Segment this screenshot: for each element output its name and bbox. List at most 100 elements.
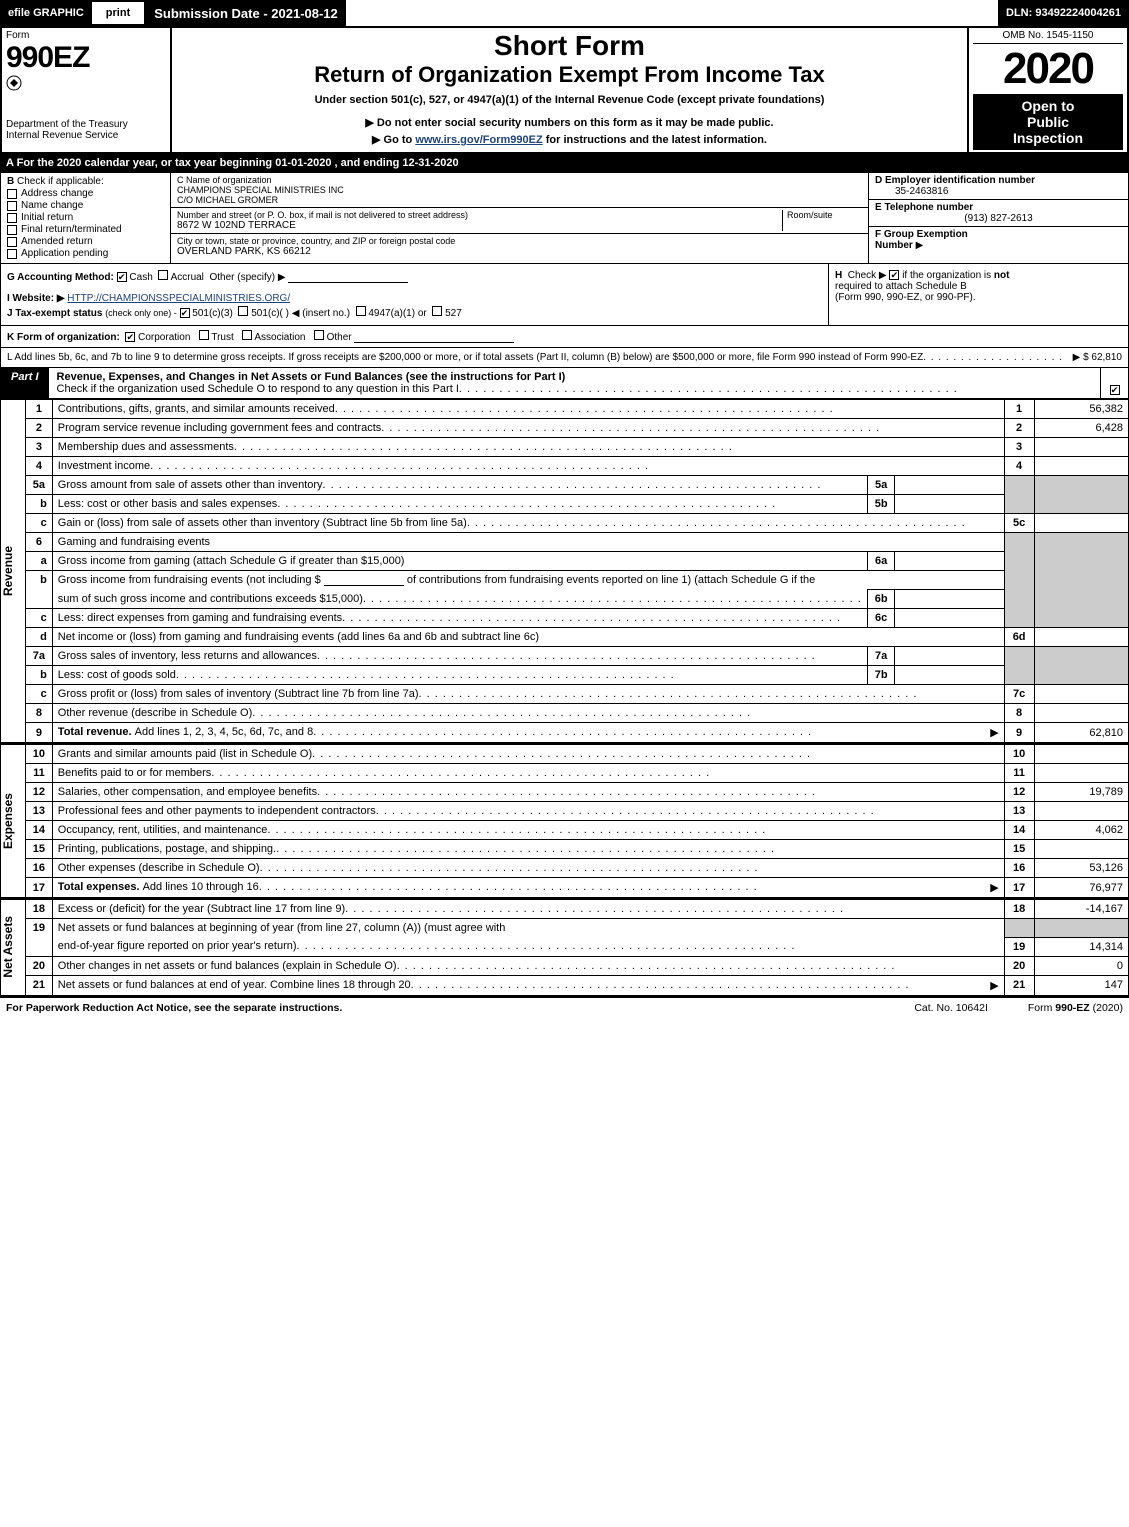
i-label: I Website: ▶ <box>7 293 65 304</box>
ln7a-num: 7a <box>26 647 53 666</box>
ln5b-sv <box>895 495 1004 514</box>
d-label: D Employer identification number <box>875 175 1122 186</box>
cb-amended-return[interactable]: Amended return <box>7 236 164 247</box>
j-527: 527 <box>445 308 462 319</box>
footer-center: Cat. No. 10642I <box>874 1002 1028 1014</box>
row-4: 4 Investment income 4 <box>1 457 1129 476</box>
ln7a-rn-shade <box>1004 647 1034 666</box>
ln5b-sn: 5b <box>867 495 895 514</box>
ln6c-dots <box>342 612 862 624</box>
ln6c-rn-shade <box>1004 609 1034 628</box>
cb-application-pending[interactable]: Application pending <box>7 248 164 259</box>
ln11-val <box>1034 764 1128 783</box>
ln1-desc: Contributions, gifts, grants, and simila… <box>58 403 335 415</box>
ln7b-rn-shade <box>1004 666 1034 685</box>
open-to-public-box: Open to Public Inspection <box>973 94 1123 150</box>
ln6b-blank[interactable] <box>324 574 404 586</box>
goto-link[interactable]: www.irs.gov/Form990EZ <box>415 134 542 146</box>
cb-cash[interactable] <box>117 272 127 282</box>
j-501c: 501(c)( ) ◀ (insert no.) <box>251 308 350 319</box>
row-19-1: 19 Net assets or fund balances at beginn… <box>1 919 1129 938</box>
cb-501c[interactable] <box>238 306 248 316</box>
ln2-dots <box>381 422 998 434</box>
ln18-desc: Excess or (deficit) for the year (Subtra… <box>58 903 345 915</box>
row-14: 14 Occupancy, rent, utilities, and maint… <box>1 821 1129 840</box>
ln6a-desc: Gross income from gaming (attach Schedul… <box>52 552 867 571</box>
ln18-num: 18 <box>26 899 53 919</box>
row-6c: c Less: direct expenses from gaming and … <box>1 609 1129 628</box>
ln19-dots <box>297 940 999 952</box>
ln6a-rn-shade <box>1004 552 1034 571</box>
ln19-d2: end-of-year figure reported on prior yea… <box>58 940 297 952</box>
ln11-dots <box>211 767 998 779</box>
row-7a: 7a Gross sales of inventory, less return… <box>1 647 1129 666</box>
cb-assoc[interactable] <box>242 330 252 340</box>
k-other-blank[interactable] <box>354 331 514 343</box>
cb-other-org[interactable] <box>314 330 324 340</box>
ln21-num: 21 <box>26 975 53 996</box>
ein-value: 35-2463816 <box>875 186 1122 197</box>
ln6b2-val-shade <box>1034 590 1128 609</box>
b-head: Check if applicable: <box>17 176 104 187</box>
goto-line: ▶ Go to www.irs.gov/Form990EZ for instru… <box>176 133 963 146</box>
website-link[interactable]: HTTP://CHAMPIONSSPECIALMINISTRIES.ORG/ <box>67 293 290 304</box>
ln11-num: 11 <box>26 764 53 783</box>
cb-4947[interactable] <box>356 306 366 316</box>
ln9-val: 62,810 <box>1034 723 1128 744</box>
cb-schedule-o-part1[interactable] <box>1110 385 1120 395</box>
ln4-dots <box>150 460 999 472</box>
row-5b: b Less: cost or other basis and sales ex… <box>1 495 1129 514</box>
ln7a-sn: 7a <box>867 647 895 666</box>
section-b: B Check if applicable: Address change Na… <box>1 173 171 263</box>
ln19-val: 14,314 <box>1034 937 1128 956</box>
l-dots <box>923 352 1066 363</box>
ln12-num: 12 <box>26 783 53 802</box>
omb-number: OMB No. 1545-1150 <box>973 30 1123 44</box>
c-city-label: City or town, state or province, country… <box>177 236 862 246</box>
h-t2: if the organization is <box>902 270 994 281</box>
cb-501c3[interactable] <box>180 308 190 318</box>
ln7a-dots <box>317 650 862 662</box>
ln6b-num: b <box>26 571 53 590</box>
cb-initial-return[interactable]: Initial return <box>7 212 164 223</box>
ln18-rn: 18 <box>1004 899 1034 919</box>
k-label: K Form of organization: <box>7 332 120 343</box>
ln3-rn: 3 <box>1004 438 1034 457</box>
ln6d-desc: Net income or (loss) from gaming and fun… <box>52 628 1004 647</box>
ln6a-num: a <box>26 552 53 571</box>
ln6-val-shade <box>1034 533 1128 552</box>
cb-address-change[interactable]: Address change <box>7 188 164 199</box>
ln7b-sv <box>895 666 1004 685</box>
open-line-2: Public <box>975 114 1121 130</box>
ln7c-rn: 7c <box>1004 685 1034 704</box>
cb-corp[interactable] <box>125 332 135 342</box>
cb-name-change[interactable]: Name change <box>7 200 164 211</box>
print-button[interactable]: print <box>92 0 146 26</box>
cb-final-return[interactable]: Final return/terminated <box>7 224 164 235</box>
cb-h[interactable] <box>889 270 899 280</box>
ln21-desc: Net assets or fund balances at end of ye… <box>58 979 411 992</box>
g-other-blank[interactable] <box>288 271 408 283</box>
ln14-dots <box>267 824 998 836</box>
efile-graphic-label: efile GRAPHIC <box>0 0 92 26</box>
h-t4: (Form 990, 990-EZ, or 990-PF). <box>835 292 976 303</box>
ghij-left: G Accounting Method: Cash Accrual Other … <box>1 264 828 325</box>
j-suffix: (check only one) - <box>105 308 177 318</box>
ln15-num: 15 <box>26 840 53 859</box>
row-7b: b Less: cost of goods sold 7b <box>1 666 1129 685</box>
ln6c-sv <box>895 609 1004 628</box>
ln6b-d3: sum of such gross income and contributio… <box>58 593 363 605</box>
part-i-title-wrap: Revenue, Expenses, and Changes in Net As… <box>49 368 1100 398</box>
footer-right: Form 990-EZ (2020) <box>1028 1002 1123 1014</box>
ln6a-val-shade <box>1034 552 1128 571</box>
row-16: 16 Other expenses (describe in Schedule … <box>1 859 1129 878</box>
cb-trust[interactable] <box>199 330 209 340</box>
row-6d: d Net income or (loss) from gaming and f… <box>1 628 1129 647</box>
ln14-rn: 14 <box>1004 821 1034 840</box>
goto-suffix: for instructions and the latest informat… <box>543 134 767 146</box>
ln2-desc: Program service revenue including govern… <box>58 422 381 434</box>
ln7b-dots <box>176 669 862 681</box>
ln8-num: 8 <box>26 704 53 723</box>
cb-527[interactable] <box>432 306 442 316</box>
cb-accrual[interactable] <box>158 270 168 280</box>
